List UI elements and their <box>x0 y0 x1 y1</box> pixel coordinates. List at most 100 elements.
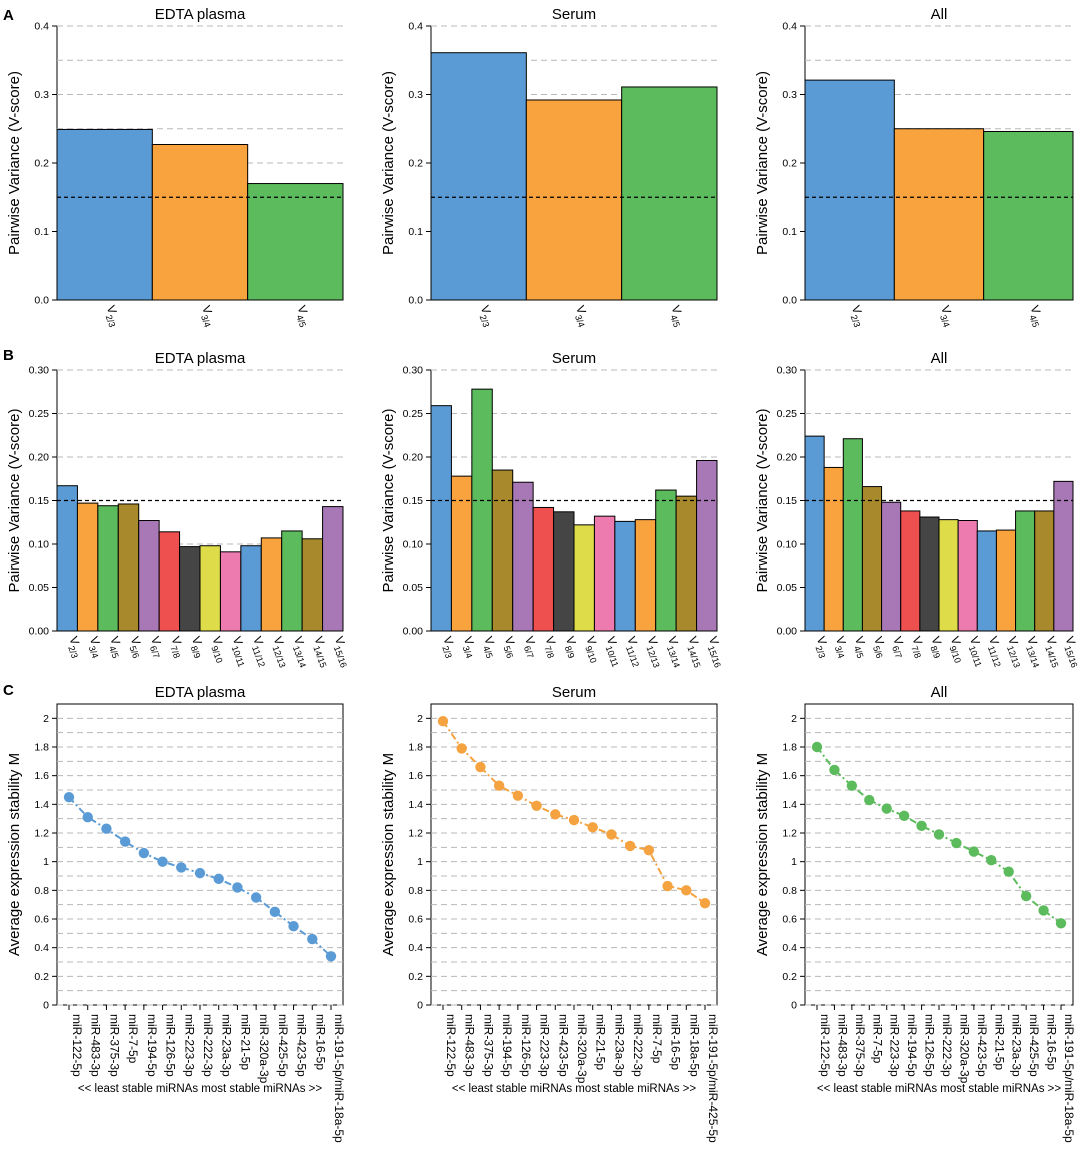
bar-14-15 <box>1034 510 1055 632</box>
x-tick-subscript: 11/12 <box>250 644 267 668</box>
y-tick-label: 0.05 <box>29 582 50 594</box>
y-tick-label: 0.2 <box>782 971 797 983</box>
x-tick-subscript: 13/14 <box>1024 644 1041 669</box>
x-tick-subscript: 12/13 <box>270 644 287 669</box>
x-tick-label: V4/5 <box>849 635 872 660</box>
bar-8-9 <box>179 546 201 632</box>
x-tick-label: V7/8 <box>166 635 189 660</box>
x-tick-label: V3/4 <box>570 304 593 329</box>
y-tick-label: 1.4 <box>408 799 423 811</box>
y-tick-label: 0.05 <box>777 582 798 594</box>
x-tick-label: miR-423-5p <box>556 1014 570 1077</box>
y-tick-label: 1.4 <box>782 799 797 811</box>
y-tick-label: 0.4 <box>408 942 423 954</box>
chart-b3: All Pairwise Variance (V-score) 0.00 0.05 0.… <box>754 350 1080 669</box>
bar-12-13 <box>634 519 657 632</box>
y-tick-label: 0.2 <box>34 971 49 983</box>
y-tick-label: 0.1 <box>782 226 797 238</box>
charts-layer: EDTA plasma Pairwise Variance (V-score) 0.… <box>6 6 1080 1143</box>
bar-14-15 <box>675 495 698 632</box>
data-point-miR-222-3p <box>624 840 636 852</box>
y-tick-label: 0.3 <box>782 89 797 101</box>
data-point-miR-320a-3p <box>951 837 962 849</box>
x-tick-label: V2/3 <box>437 635 460 660</box>
bar-2-3 <box>804 79 895 301</box>
x-tick-label: miR-483-3p <box>463 1014 477 1077</box>
data-point-miR-375-3p <box>475 761 486 773</box>
x-tick-label: V9/10 <box>580 635 605 665</box>
y-axis-label: Average expression stability M <box>754 753 771 956</box>
y-tick-label: 1.6 <box>34 770 49 782</box>
bar-7-8 <box>532 506 555 632</box>
bar-15-16 <box>1053 480 1074 632</box>
y-tick-label: 0.2 <box>34 158 49 170</box>
x-tick-label: V3/4 <box>830 635 853 660</box>
data-point-miR-23a-3p <box>213 873 224 885</box>
x-tick-label: V4/5 <box>478 635 501 660</box>
bar-3-4 <box>525 99 623 301</box>
x-tick-label: miR-21-5p <box>992 1014 1006 1070</box>
x-tick-label: miR-320a-3p <box>257 1014 271 1084</box>
plot-frame <box>430 703 718 1006</box>
y-tick-label: 0.00 <box>777 626 798 638</box>
data-point-miR-222-3p <box>194 867 206 879</box>
bar-12-13 <box>995 529 1017 632</box>
y-tick-label: 1 <box>417 856 423 868</box>
x-tick-label: miR-222-3p <box>201 1014 215 1077</box>
y-tick-label: 0.00 <box>403 626 424 638</box>
bar-4-5 <box>842 438 863 632</box>
y-tick-label: 1.6 <box>782 770 797 782</box>
data-point-miR-483-3p <box>82 812 93 823</box>
x-tick-subscript: 2/3 <box>478 313 492 328</box>
y-tick-label: 0.10 <box>403 539 424 551</box>
x-tick-label: miR-122-5p <box>70 1014 84 1077</box>
x-tick-subscript: 7/8 <box>168 644 182 659</box>
x-tick-label: V8/9 <box>926 635 949 660</box>
data-point-miR-21-5p <box>587 822 598 833</box>
bar-4-5 <box>247 183 344 301</box>
y-axis-label: Pairwise Variance (V-score) <box>754 409 771 593</box>
panel-label-b: B <box>3 347 14 364</box>
bar-10-11 <box>593 515 616 632</box>
bar-6-7 <box>138 520 160 632</box>
data-point-miR-126-5p <box>157 856 168 867</box>
data-point-miR-23a-3p <box>606 829 617 840</box>
bar-13-14 <box>281 530 303 632</box>
x-tick-subscript: 9/10 <box>209 644 224 664</box>
x-tick-label: miR-223-3p <box>182 1014 196 1077</box>
y-tick-label: 0.0 <box>408 295 423 307</box>
x-tick-label: V3/4 <box>196 304 219 329</box>
x-tick-label: V2/3 <box>811 635 834 660</box>
x-tick-subscript: 3/4 <box>461 644 475 659</box>
x-tick-label: miR-222-3p <box>940 1014 954 1077</box>
x-tick-subscript: 14/15 <box>311 644 328 669</box>
x-tick-label: V6/7 <box>887 635 910 660</box>
data-point-miR-7-5p <box>864 794 875 806</box>
x-tick-label: V15/16 <box>329 635 355 670</box>
x-tick-label: V2/3 <box>475 304 498 329</box>
bar-9-10 <box>199 545 221 632</box>
x-tick-label: miR-222-3p <box>631 1014 645 1077</box>
x-tick-subscript: 14/15 <box>1043 644 1060 669</box>
y-tick-label: 0.25 <box>403 408 424 420</box>
data-point-miR-16-5p <box>1038 905 1049 916</box>
x-tick-label: miR-194-5p <box>500 1014 514 1077</box>
y-tick-label: 0.4 <box>408 21 423 33</box>
data-point-miR-122-5p <box>437 716 449 727</box>
x-tick-subscript: 15/16 <box>706 644 723 669</box>
bar-5-6 <box>861 486 883 632</box>
y-tick-label: 1.6 <box>408 770 423 782</box>
y-axis-label: Pairwise Variance (V-score) <box>754 71 771 255</box>
x-tick-label: miR-126-5p <box>164 1014 178 1077</box>
bar-6-7 <box>512 481 534 632</box>
y-tick-label: 0.2 <box>782 158 797 170</box>
y-tick-label: 0.4 <box>34 21 49 33</box>
x-tick-label: miR-23a-3p <box>220 1014 234 1077</box>
x-tick-subscript: 15/16 <box>1062 644 1079 669</box>
y-tick-label: 0.20 <box>403 452 424 464</box>
x-tick-label: miR-21-5p <box>238 1014 252 1070</box>
bar-11-12 <box>240 545 262 632</box>
y-tick-label: 0.3 <box>408 89 423 101</box>
bar-15-16 <box>322 506 344 632</box>
bar-4-5 <box>97 505 119 632</box>
